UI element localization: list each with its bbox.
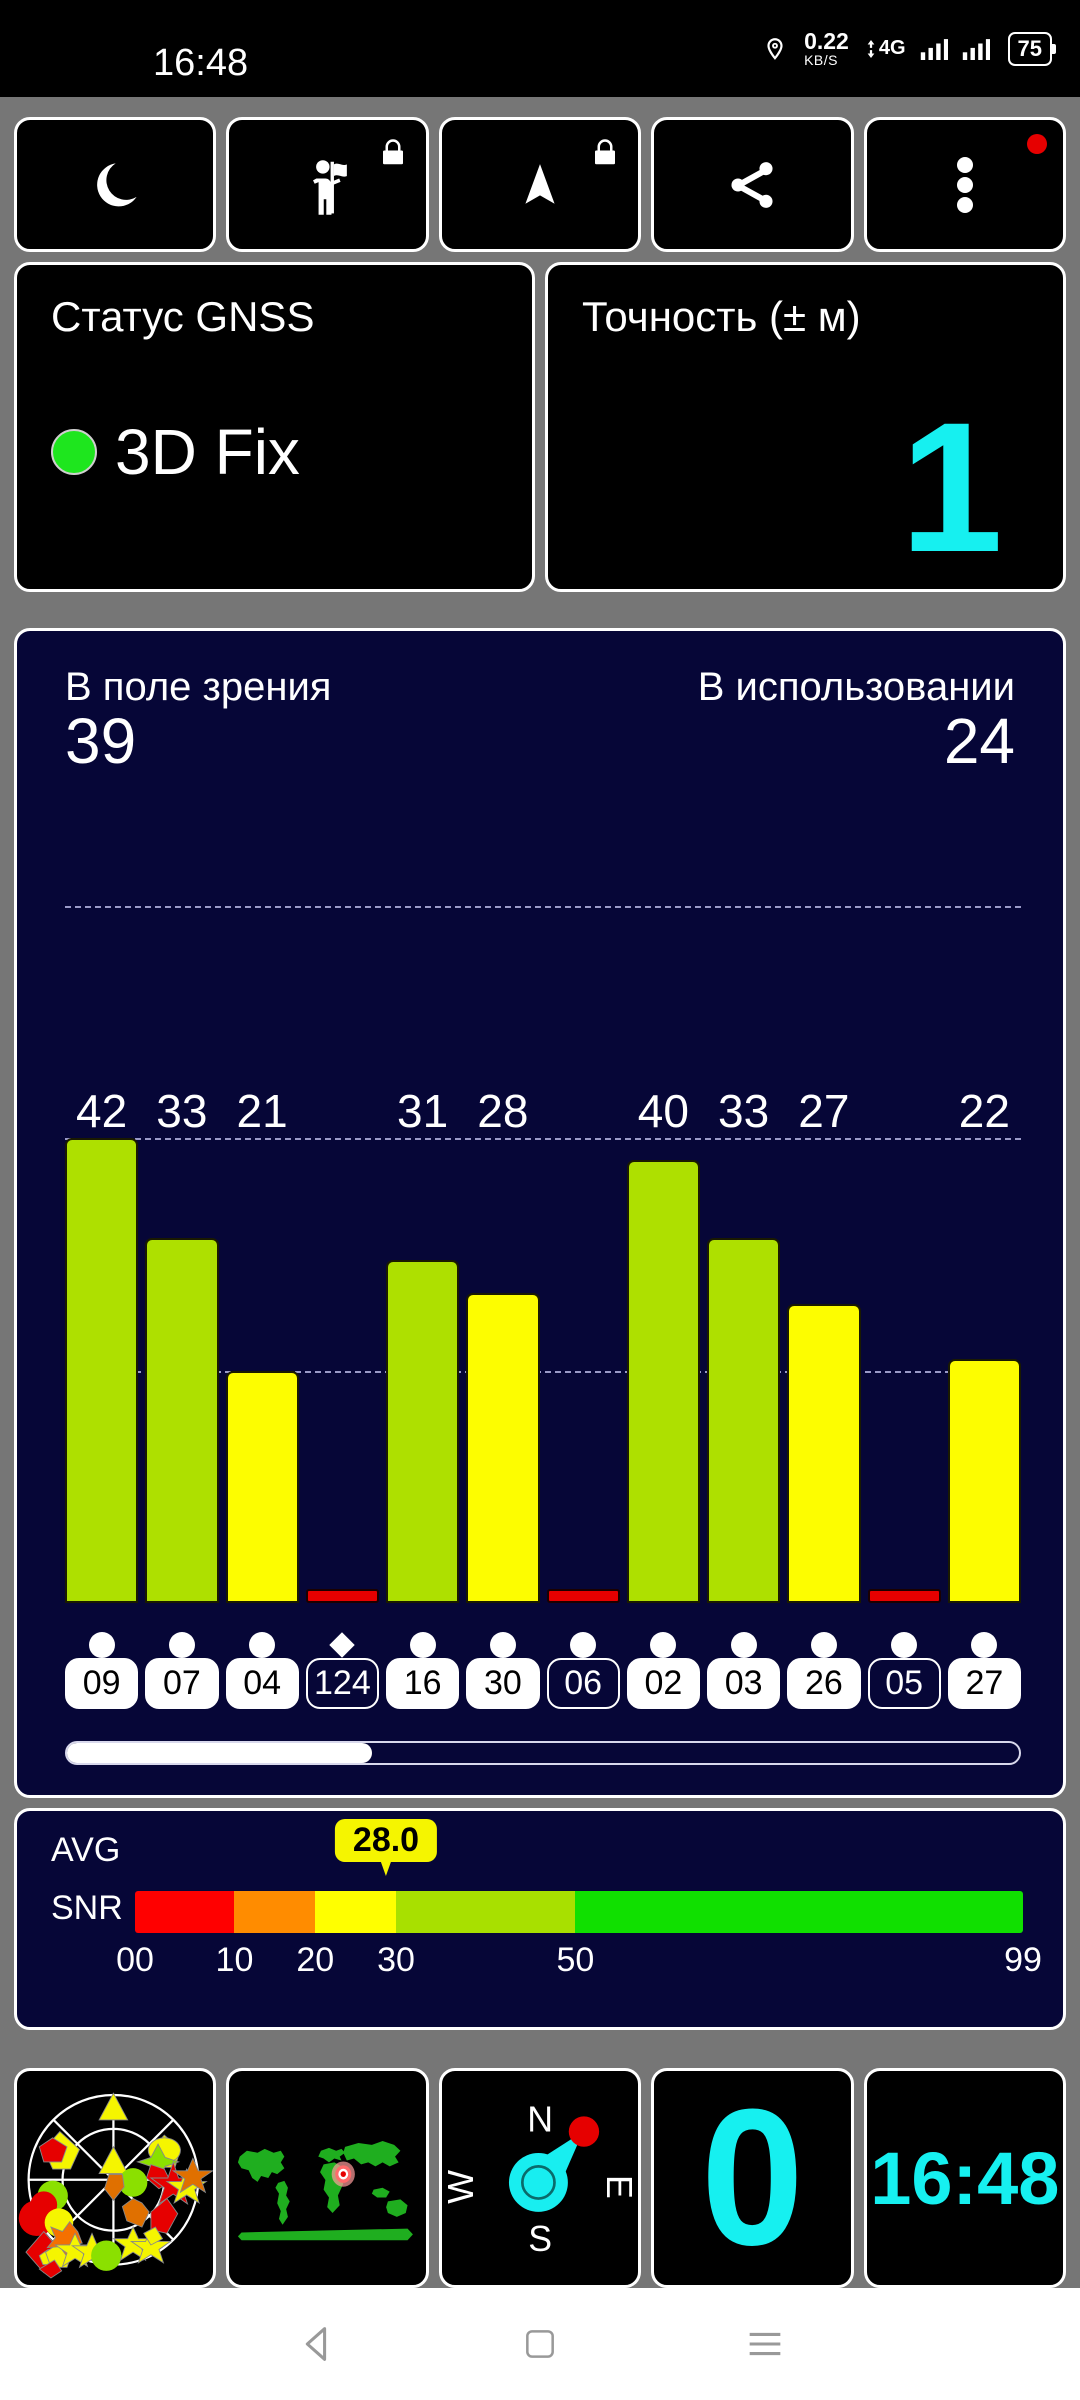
svg-text:E: E (599, 2175, 638, 2199)
svg-text:N: N (527, 2100, 553, 2140)
svg-text:S: S (528, 2219, 552, 2259)
svg-text:W: W (442, 2170, 481, 2204)
